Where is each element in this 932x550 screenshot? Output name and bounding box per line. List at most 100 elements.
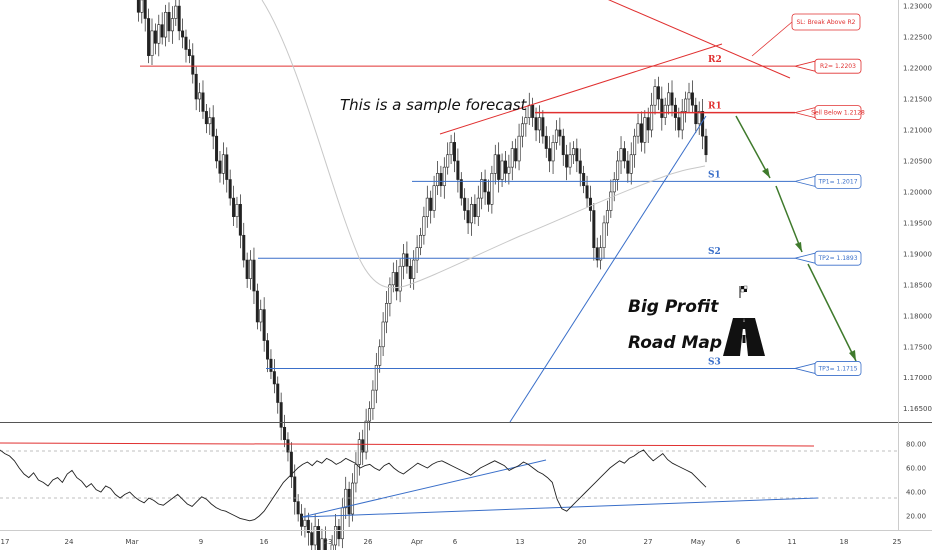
candle-body	[269, 358, 273, 372]
candle-body	[225, 154, 229, 180]
candle-body	[418, 234, 422, 248]
candle-body	[218, 160, 222, 174]
candle-body	[422, 216, 426, 236]
candle-body	[337, 526, 341, 540]
candle-body	[174, 5, 178, 19]
candle-body	[391, 272, 395, 286]
candle-body	[561, 135, 565, 156]
rsi-overbought-line	[0, 442, 815, 447]
price-tick: 1.18500	[903, 281, 932, 289]
candle-body	[361, 439, 365, 453]
candle-body	[677, 117, 681, 131]
candle-body	[673, 104, 677, 118]
candle-body	[228, 179, 232, 199]
candle-body	[245, 259, 249, 279]
candle-body	[449, 142, 453, 156]
rsi-line	[0, 449, 707, 522]
level-label-r2: R2	[708, 55, 722, 65]
candle-body	[599, 247, 603, 261]
candle-body	[303, 519, 307, 527]
upper-wedge-line	[439, 43, 723, 135]
candle-body	[480, 179, 484, 199]
lower-trendline	[509, 115, 707, 423]
forecast-arrows	[735, 115, 857, 362]
candle-body	[272, 371, 276, 385]
candle-body	[330, 544, 334, 550]
candle-body	[670, 92, 674, 106]
time-tick: 26	[364, 538, 373, 546]
candle-body	[612, 179, 616, 193]
price-tick: 1.22000	[903, 65, 932, 73]
candle-body	[157, 24, 161, 44]
candle-body	[198, 92, 202, 100]
candle-body	[568, 154, 572, 168]
time-axis: 17 24 Mar 9 16 23 26 Apr 6 13 20 27 May 6 11 18 25	[1, 538, 902, 546]
rsi-pane	[0, 442, 898, 522]
candle-body	[663, 104, 667, 118]
sl-callout-box	[791, 13, 861, 31]
candle-body	[500, 160, 504, 180]
arrow-leg-1	[735, 115, 771, 179]
candle-body	[143, 0, 147, 19]
price-tick: 1.18000	[903, 312, 932, 320]
level-lines: R2 R1 S1 S2 S3	[140, 55, 795, 369]
candle-body	[323, 538, 327, 550]
candle-body	[497, 154, 501, 180]
candle-body	[276, 383, 280, 403]
upper-descending-line	[608, 0, 791, 79]
candle-body	[493, 154, 497, 174]
candle-body	[554, 129, 558, 143]
callout-box	[814, 58, 862, 74]
callout-text: Sell Below 1.2128	[811, 110, 865, 117]
candle-body	[177, 5, 181, 32]
candle-body	[684, 98, 688, 112]
candle-body	[592, 210, 596, 248]
candle-body	[639, 123, 643, 143]
candle-body	[531, 104, 535, 118]
time-tick: May	[691, 538, 705, 546]
candle-body	[524, 117, 528, 125]
candle-body	[507, 166, 511, 174]
candle-body	[425, 197, 429, 217]
time-tick: 11	[788, 538, 797, 546]
sl-callout-text: SL: Break Above R2	[796, 19, 855, 26]
candle-body	[232, 197, 236, 217]
candle-body	[680, 111, 684, 131]
candle-body	[609, 191, 613, 211]
candle-body	[595, 247, 599, 261]
candle-body	[344, 488, 348, 509]
level-label-s3: S3	[708, 357, 721, 367]
candle-body	[633, 135, 637, 156]
candle-body	[442, 166, 446, 187]
candle-body	[565, 154, 569, 168]
candle-body	[235, 204, 239, 217]
callout-text: TP1= 1.2017	[817, 178, 857, 185]
candle-body	[395, 272, 399, 292]
candle-body	[283, 426, 287, 440]
candle-body	[602, 222, 606, 248]
candle-body	[405, 253, 409, 267]
candle-body	[534, 117, 538, 131]
price-axis: 1.23000 1.22500 1.22000 1.21500 1.21000 1.205…	[903, 3, 932, 414]
time-tick: Mar	[125, 538, 138, 546]
time-tick: 6	[736, 538, 741, 546]
candle-body	[286, 439, 290, 453]
candle-body	[385, 303, 389, 323]
price-tick: 1.19000	[903, 250, 932, 258]
candle-body	[215, 135, 219, 162]
candle-body	[242, 234, 246, 261]
candle-body	[140, 0, 144, 13]
candle-body	[201, 92, 205, 112]
candle-body	[357, 439, 361, 465]
price-tick: 1.21500	[903, 96, 932, 104]
candle-body	[408, 265, 412, 279]
price-tick: 1.20500	[903, 157, 932, 165]
candle-body	[490, 173, 494, 205]
candle-body	[466, 210, 470, 224]
candle-body	[701, 111, 705, 137]
candle-body	[266, 340, 270, 360]
candle-body	[582, 173, 586, 187]
callout-box	[814, 105, 862, 121]
candle-body	[252, 259, 256, 292]
candle-body	[650, 104, 654, 131]
